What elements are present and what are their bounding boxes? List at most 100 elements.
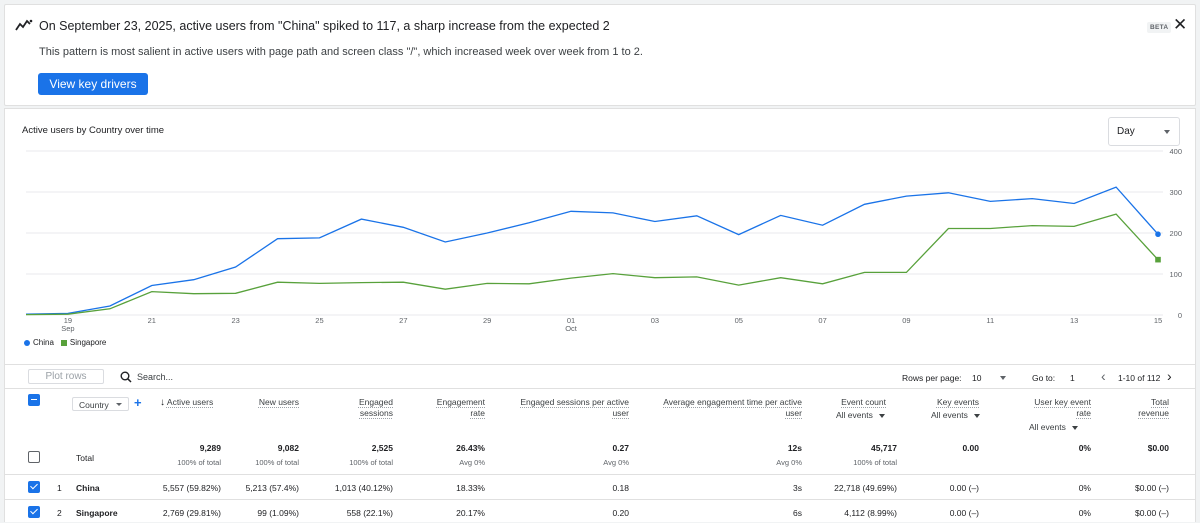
go-to-label: Go to: — [1032, 373, 1056, 383]
x-tick-label: 07 — [818, 316, 826, 325]
header-engaged-sessions-line1: Engaged — [358, 397, 393, 407]
row-checkbox[interactable] — [28, 506, 40, 518]
header-total-revenue[interactable]: Total revenue — [1105, 397, 1169, 419]
sort-descending-icon: ↓ — [160, 397, 165, 408]
x-tick-label: 01 — [567, 316, 575, 325]
header-engagement-rate[interactable]: Engagement rate — [405, 397, 485, 419]
go-to-input[interactable]: 1 — [1070, 373, 1075, 383]
header-active-users[interactable]: ↓ Active users — [160, 397, 213, 408]
insight-headline: On September 23, 2025, active users from… — [39, 19, 610, 33]
table-toolbar: Plot rows Rows per page: 10 Go to: 1 ‹ 1… — [5, 364, 1195, 388]
header-engaged-sessions-line2: sessions — [359, 408, 393, 418]
dimension-select[interactable]: Country — [72, 397, 129, 411]
add-dimension-icon[interactable]: + — [134, 395, 142, 410]
table-row[interactable]: 1 China 5,557 (59.82%) 5,213 (57.4%) 1,0… — [5, 474, 1195, 498]
row-engaged-sessions: 558 (22.1%) — [346, 508, 393, 518]
next-page-icon[interactable]: › — [1167, 368, 1172, 384]
x-tick-label: 21 — [148, 316, 156, 325]
header-avg-engagement-time[interactable]: Average engagement time per active user — [645, 397, 802, 419]
y-tick-label: 300 — [1169, 188, 1182, 197]
rows-per-page-label: Rows per page: — [902, 373, 962, 383]
insight-card: On September 23, 2025, active users from… — [4, 4, 1196, 106]
header-avg-time-line2: user — [785, 408, 802, 418]
row-revenue: $0.00 (–) — [1134, 508, 1169, 518]
series-line-china — [25, 186, 1159, 315]
legend-item-singapore[interactable]: Singapore — [60, 338, 106, 347]
legend-item-china[interactable]: China — [24, 338, 54, 347]
total-engaged-per-user: 0.27 — [612, 443, 629, 453]
x-tick-label: 15 — [1154, 316, 1162, 325]
header-avg-time-line1: Average engagement time per active — [663, 397, 802, 407]
row-rank: 2 — [57, 508, 62, 518]
chevron-down-icon — [1164, 130, 1170, 134]
x-tick-label: 29 — [483, 316, 491, 325]
event-count-filter-value: All events — [836, 410, 873, 420]
x-tick-label: 11 — [986, 316, 994, 325]
row-revenue: $0.00 (–) — [1134, 483, 1169, 493]
y-tick-label: 400 — [1169, 147, 1182, 156]
header-new-users[interactable]: New users — [258, 397, 299, 407]
close-icon[interactable]: ✕ — [1173, 15, 1188, 34]
y-tick-label: 200 — [1169, 229, 1182, 238]
chart-title: Active users by Country over time — [22, 125, 165, 136]
row-user-key-event-rate: 0% — [1078, 483, 1091, 493]
total-avg-time: 12s — [787, 443, 802, 453]
row-engaged-per-user: 0.18 — [612, 483, 629, 493]
header-user-key-event-rate[interactable]: User key event rate — [1005, 397, 1091, 419]
row-user-key-event-rate: 0% — [1078, 508, 1091, 518]
chart-legend: China Singapore — [24, 338, 106, 347]
row-engaged-sessions: 1,013 (40.12%) — [334, 483, 393, 493]
header-revenue-line1: Total — [1151, 397, 1169, 407]
rows-per-page-chevron-icon[interactable] — [1000, 376, 1006, 380]
row-engagement-rate: 20.17% — [456, 508, 485, 518]
total-active-users: 9,289 — [199, 443, 221, 453]
x-tick-label: 25 — [315, 316, 323, 325]
legend-square-singapore — [60, 339, 67, 346]
header-key-events[interactable]: Key events — [936, 397, 979, 407]
table-header-row: Country + ↓ Active users New users Engag… — [5, 388, 1195, 438]
chevron-down-icon — [1071, 425, 1078, 430]
x-tick-month-label: Sep — [61, 324, 74, 333]
total-engaged-sessions-sub: 100% of total — [349, 458, 393, 467]
header-event-count-label: Event count — [841, 397, 886, 407]
previous-page-icon[interactable]: ‹ — [1101, 368, 1106, 384]
header-engaged-sessions[interactable]: Engaged sessions — [305, 397, 393, 419]
header-engagement-rate-line1: Engagement — [436, 397, 485, 407]
chevron-down-icon — [973, 413, 980, 418]
user-key-event-rate-filter[interactable]: All events — [1029, 422, 1078, 432]
chevron-down-icon — [116, 403, 122, 406]
legend-label-china: China — [33, 338, 54, 347]
row-country[interactable]: Singapore — [76, 508, 118, 518]
total-engaged-per-user-sub: Avg 0% — [603, 458, 629, 467]
row-country[interactable]: China — [76, 483, 100, 493]
row-key-events: 0.00 (–) — [949, 508, 979, 518]
x-tick-month-label: Oct — [565, 324, 578, 333]
view-key-drivers-button[interactable]: View key drivers — [38, 73, 148, 95]
select-all-checkbox[interactable] — [28, 394, 40, 406]
total-row-checkbox[interactable] — [28, 451, 40, 463]
granularity-select[interactable]: Day — [1108, 117, 1180, 146]
rows-per-page-value[interactable]: 10 — [972, 373, 982, 383]
event-count-filter[interactable]: All events — [836, 410, 885, 420]
header-ukr-line1: User key event — [1034, 397, 1091, 407]
series-end-marker-china — [1155, 231, 1161, 238]
key-events-filter[interactable]: All events — [931, 410, 980, 420]
insight-detail: This pattern is most salient in active u… — [39, 46, 643, 58]
x-tick-label: 23 — [231, 316, 239, 325]
header-engaged-per-user[interactable]: Engaged sessions per active user — [495, 397, 629, 419]
header-event-count[interactable]: Event count — [836, 397, 886, 408]
row-checkbox[interactable] — [28, 481, 40, 493]
page-range: 1-10 of 112 — [1118, 373, 1161, 383]
table-row[interactable]: 2 Singapore 2,769 (29.81%) 99 (1.09%) 55… — [5, 499, 1195, 523]
row-avg-time: 6s — [793, 508, 802, 518]
row-active-users: 2,769 (29.81%) — [162, 508, 221, 518]
series-end-marker-singapore — [1155, 256, 1161, 263]
plot-rows-button[interactable]: Plot rows — [28, 369, 104, 384]
x-tick-label: 27 — [399, 316, 407, 325]
search-input[interactable] — [137, 370, 337, 384]
x-tick-label: 03 — [651, 316, 659, 325]
series-line-singapore — [25, 213, 1159, 316]
header-engaged-per-user-line2: user — [612, 408, 629, 418]
total-key-events: 0.00 — [962, 443, 979, 453]
chevron-down-icon — [878, 413, 885, 418]
